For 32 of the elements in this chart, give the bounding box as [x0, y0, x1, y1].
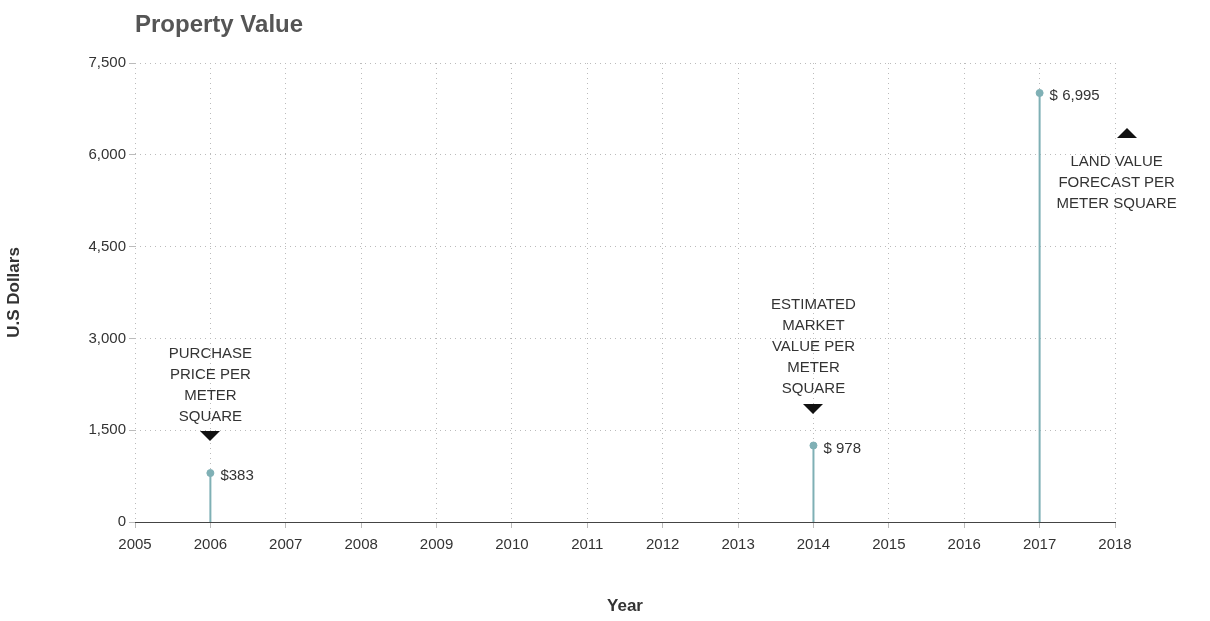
- x-tick-label: 2007: [269, 535, 303, 553]
- annotation: $ 978: [823, 438, 862, 456]
- annotation: $ 6,995: [1049, 86, 1100, 104]
- x-tick-label: 2013: [721, 535, 755, 553]
- y-axis-title: U.S Dollars: [3, 247, 23, 338]
- y-tick-label: 3,000: [88, 328, 126, 346]
- x-tick-label: 2012: [646, 535, 680, 553]
- chart-title: Property Value: [135, 9, 304, 37]
- x-tick-label: 2017: [1022, 535, 1057, 553]
- point: [809, 441, 818, 450]
- annotation: $383: [220, 466, 254, 484]
- x-tick-label: 2014: [796, 535, 831, 553]
- x-tick-label: 2006: [193, 535, 228, 553]
- annotation: LAND VALUE FORECAST PER METER SQUARE: [1056, 151, 1177, 211]
- x-tick-label: 2009: [419, 535, 454, 553]
- y-tick-label: 7,500: [88, 53, 126, 71]
- x-tick-label: 2010: [495, 535, 529, 553]
- x-tick-label: 2005: [118, 535, 152, 553]
- y-tick-label: 4,500: [88, 236, 126, 254]
- x-tick-label: 2018: [1098, 535, 1132, 553]
- point: [206, 469, 215, 478]
- x-axis-title: Year: [607, 596, 644, 616]
- x-tick-label: 2015: [872, 535, 906, 553]
- y-tick-label: 0: [117, 512, 126, 530]
- y-tick-label: 6,000: [88, 144, 126, 162]
- annotation: ESTIMATED MARKET VALUE PER METER SQUARE: [771, 295, 856, 397]
- point: [1035, 88, 1044, 97]
- x-tick-label: 2008: [344, 535, 378, 553]
- x-tick-label: 2011: [571, 535, 604, 553]
- x-tick-label: 2016: [947, 535, 981, 553]
- y-tick-label: 1,500: [88, 420, 126, 438]
- annotation: PURCHASE PRICE PER METER SQUARE: [168, 343, 253, 424]
